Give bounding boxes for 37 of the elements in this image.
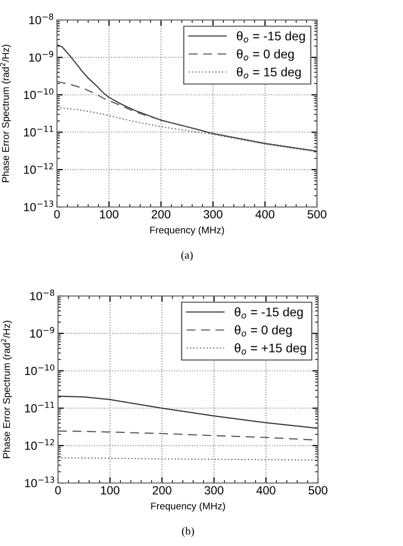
- y-tick-label: 10$^{−11}$: [24, 126, 54, 137]
- y-tick-label: 10$^{−12}$: [24, 163, 54, 174]
- y-tick-label: 10$^{−8}$: [30, 290, 54, 300]
- x-tick-label: 500: [308, 486, 328, 494]
- x-tick-label: 0: [55, 486, 61, 494]
- x-tick-label: 200: [152, 210, 170, 218]
- x-tick-label: 0: [54, 210, 60, 218]
- legend-label: θ$_{o}$ = +15 deg: [234, 343, 306, 355]
- x-axis-title: Frequency (MHz): [151, 502, 225, 512]
- x-tick-label: 100: [100, 210, 118, 218]
- legend-label: θ$_{o}$ = -15 deg: [234, 307, 303, 319]
- y-axis-title: Phase Error Spectrum (rad$^{2}$/Hz): [1, 320, 12, 458]
- y-tick-label: 10$^{−11}$: [25, 402, 54, 413]
- legend-label: θ$_{o}$ = 0 deg: [234, 325, 292, 337]
- x-axis-title: Frequency (MHz): [150, 226, 224, 236]
- y-tick-label: 10$^{−10}$: [24, 88, 54, 100]
- x-tick-label: 400: [256, 486, 276, 494]
- x-tick-label: 400: [255, 210, 274, 218]
- y-tick-label: 10$^{−13}$: [24, 200, 54, 212]
- y-tick-label: 10$^{−13}$: [25, 476, 54, 488]
- y-tick-label: 10$^{−9}$: [29, 50, 54, 62]
- legend-label: θ$_{o}$ = 15 deg: [236, 67, 301, 79]
- text: (a): [181, 250, 193, 262]
- line-series: [58, 396, 318, 429]
- x-tick-label: 200: [152, 486, 172, 494]
- x-tick-label: 500: [308, 210, 326, 218]
- x-tick-label: 300: [204, 486, 224, 494]
- y-axis-title: Phase Error Spectrum (rad$^{2}$/Hz): [0, 44, 11, 182]
- legend-label: θ$_{o}$ = 0 deg: [236, 49, 294, 61]
- y-tick-label: 10$^{−9}$: [30, 326, 54, 338]
- y-tick-label: 10$^{−10}$: [25, 364, 54, 376]
- x-tick-label: 100: [101, 486, 120, 494]
- y-tick-label: 10$^{−8}$: [29, 14, 54, 24]
- text: (b): [182, 526, 194, 538]
- legend-label: θ$_{o}$ = -15 deg: [236, 31, 305, 43]
- y-tick-label: 10$^{−12}$: [25, 439, 54, 450]
- x-tick-label: 300: [204, 210, 222, 218]
